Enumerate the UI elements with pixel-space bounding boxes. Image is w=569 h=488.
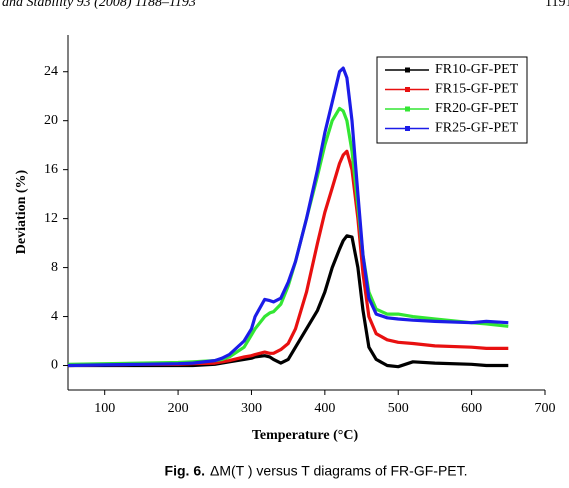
x-tick-label: 600 [461,401,482,416]
legend-label: FR10-GF-PET [435,62,519,77]
data-line [67,149,509,368]
legend-marker [405,126,410,131]
caption-text: ΔM(T ) versus T diagrams of FR-GF-PET. [210,463,468,479]
y-tick-label: 0 [51,358,58,373]
x-tick-label: 200 [168,401,189,416]
y-axis-label: Deviation (%) [14,169,29,254]
legend-label: FR20-GF-PET [435,101,519,116]
legend-label: FR15-GF-PET [435,82,519,97]
y-tick-label: 24 [44,64,58,79]
x-tick-label: 700 [535,401,556,416]
y-tick-label: 4 [51,309,58,324]
page-number: 1191 [545,0,569,10]
legend-marker [405,67,410,73]
y-tick-label: 8 [51,260,58,275]
data-line [67,106,509,366]
caption-label: Fig. 6. [165,463,205,479]
y-tick-label: 20 [44,113,58,128]
x-tick-label: 400 [314,401,335,416]
x-tick-label: 500 [388,401,409,416]
y-tick-label: 12 [44,211,58,226]
legend-marker [405,87,410,92]
x-tick-label: 300 [241,401,262,416]
legend-marker [405,106,410,112]
x-tick-label: 100 [94,401,115,416]
y-tick-label: 16 [44,162,58,177]
legend-label: FR25-GF-PET [435,121,519,136]
x-axis-label: Temperature (°C) [252,428,359,443]
data-line [67,66,509,368]
page-header: and Stability 93 (2008) 1188–1193 [2,0,196,10]
